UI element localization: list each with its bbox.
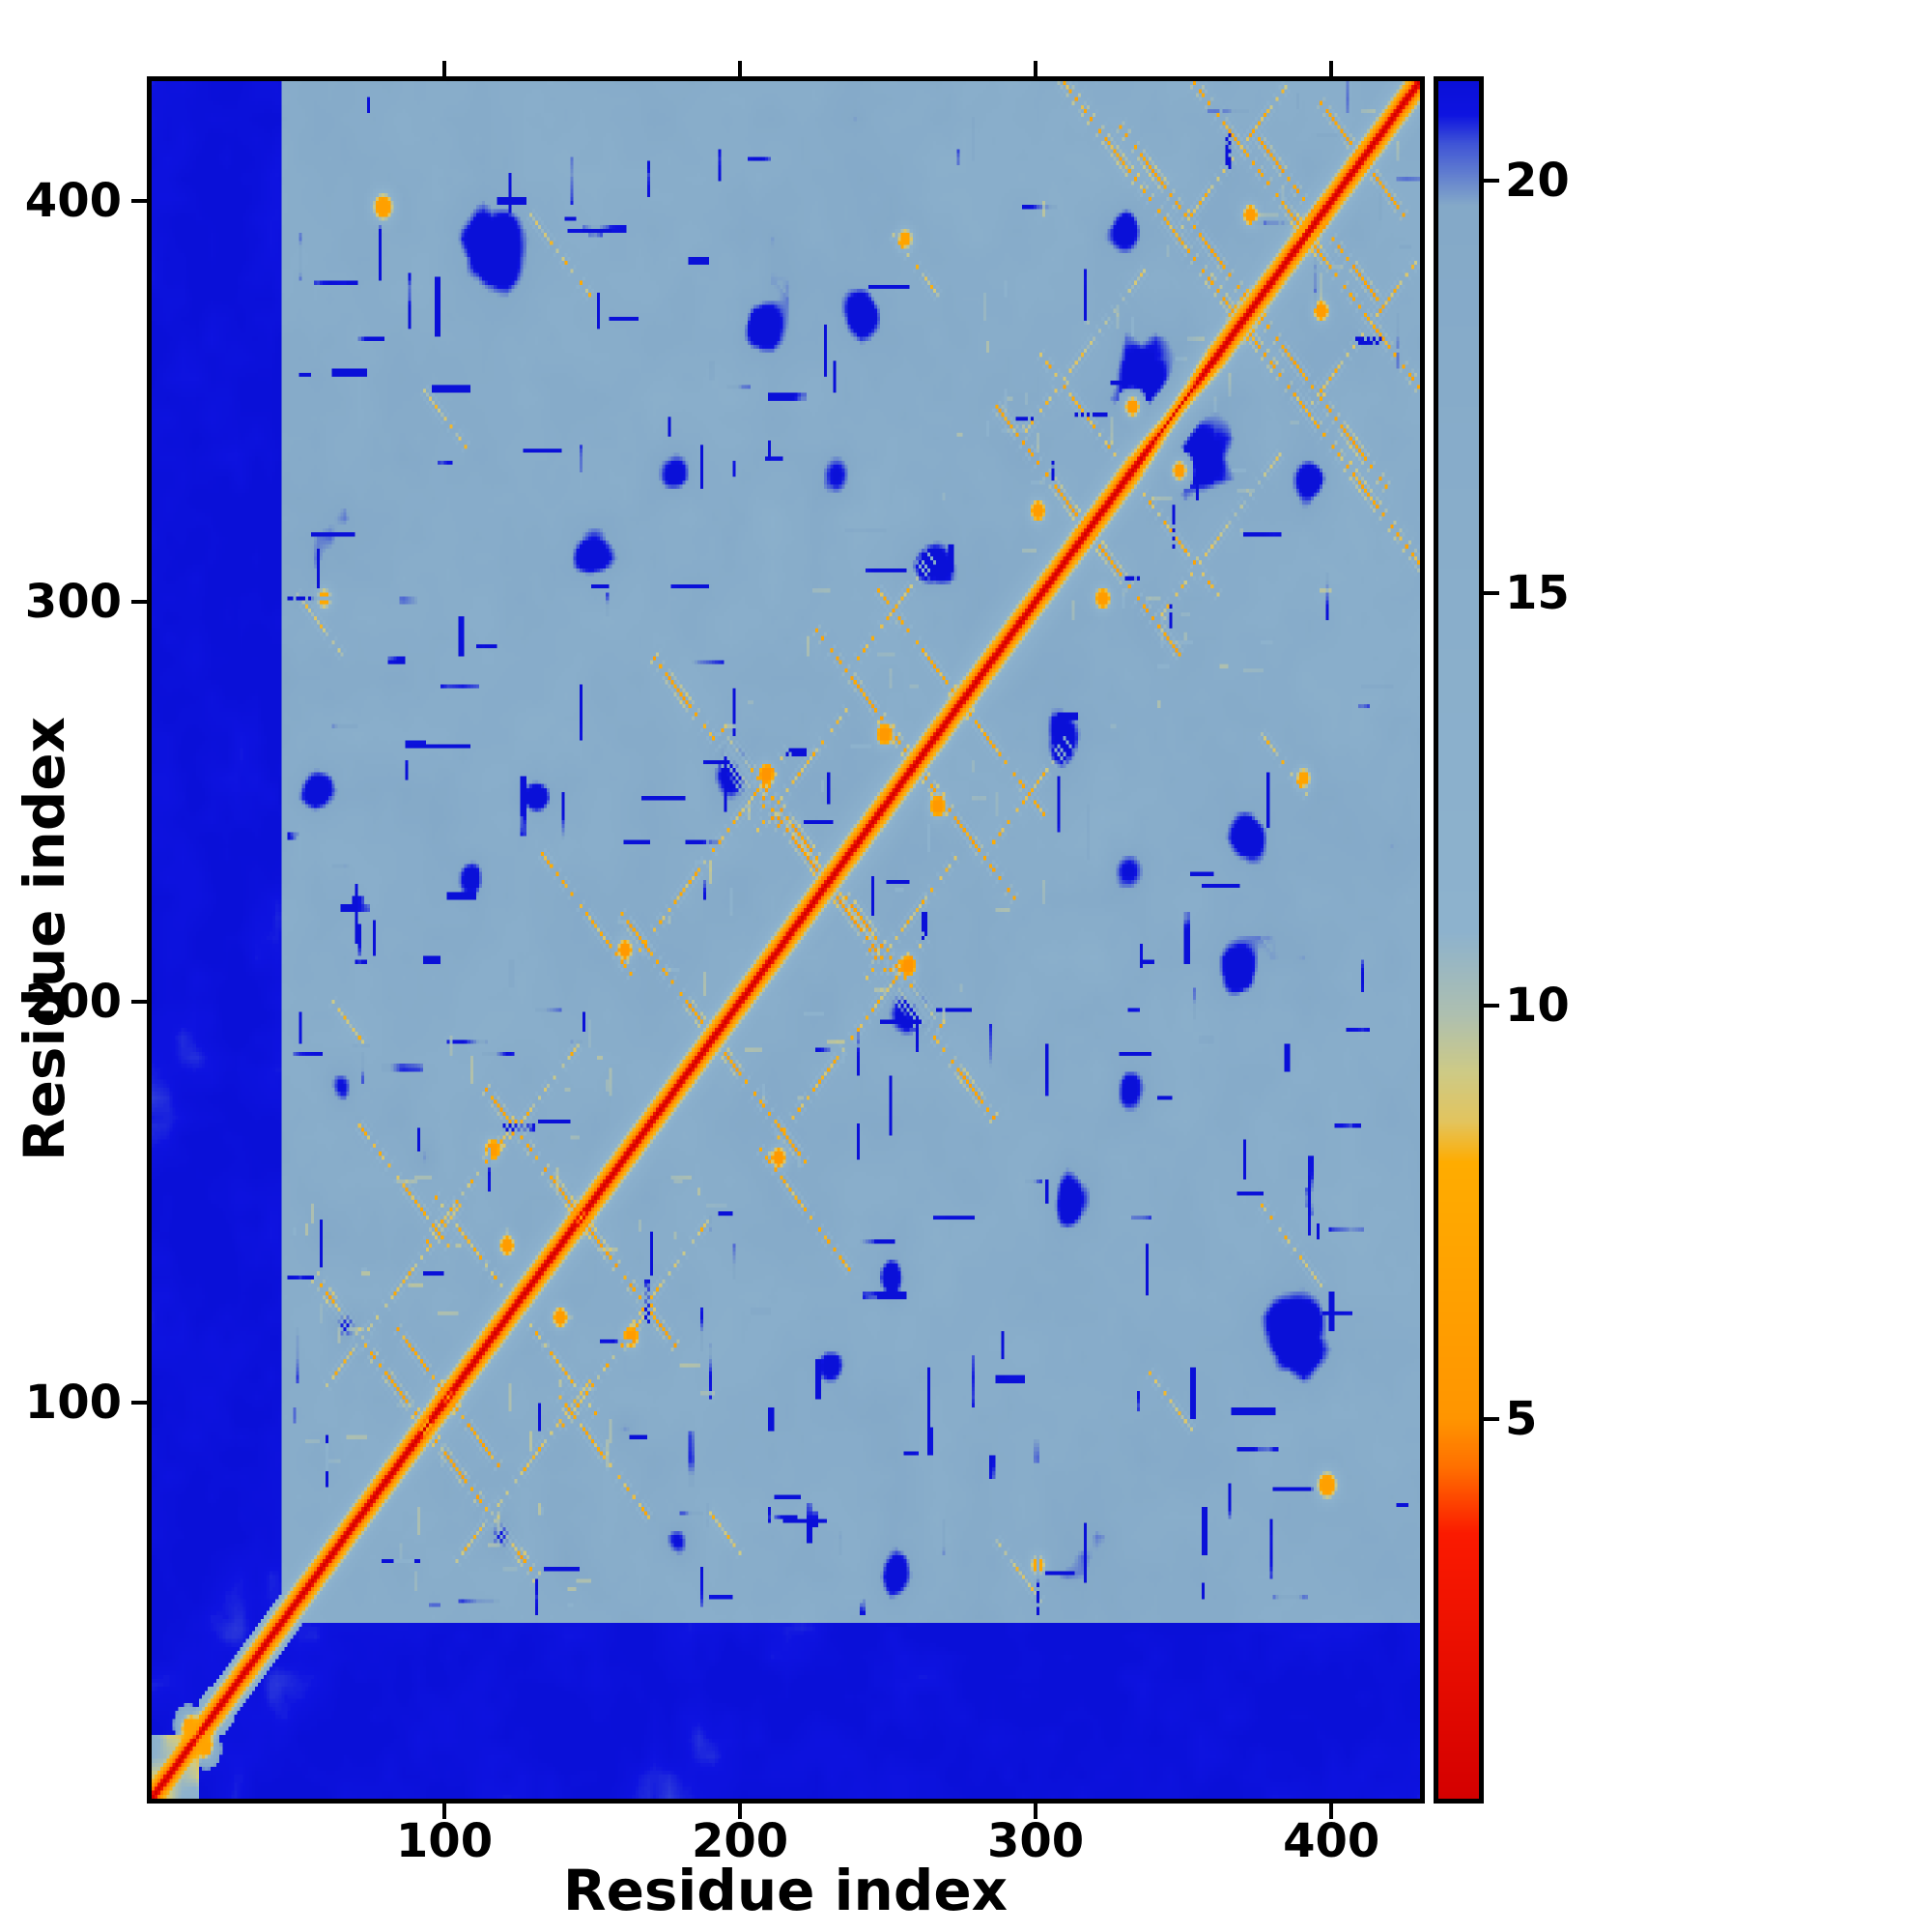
y-tick-label: 300 — [24, 574, 122, 629]
y-tick-mark — [131, 599, 147, 604]
y-tick-label: 200 — [24, 975, 122, 1030]
y-tick-label: 400 — [24, 174, 122, 229]
x-tick-mark-top — [1034, 61, 1038, 76]
x-tick-mark-top — [738, 61, 743, 76]
x-tick-mark-top — [442, 61, 446, 76]
x-tick-mark — [1329, 1804, 1334, 1819]
colorbar-tick-label: 10 — [1505, 979, 1570, 1034]
x-tick-mark — [738, 1804, 743, 1819]
colorbar-tick-mark — [1484, 1004, 1499, 1009]
colorbar-tick-label: 20 — [1505, 153, 1570, 208]
x-tick-label: 400 — [1283, 1814, 1380, 1868]
y-tick-mark — [131, 1400, 147, 1405]
x-tick-label: 200 — [691, 1814, 789, 1868]
y-tick-label: 100 — [24, 1375, 122, 1430]
y-tick-mark — [131, 1000, 147, 1005]
x-tick-label: 300 — [987, 1814, 1085, 1868]
colorbar-canvas — [1438, 81, 1479, 1799]
x-axis-label: Residue index — [562, 1858, 1009, 1923]
heatmap-canvas — [152, 81, 1420, 1799]
y-tick-mark — [131, 199, 147, 204]
heatmap-frame — [147, 76, 1425, 1804]
y-axis-label: Residue index — [12, 716, 77, 1162]
x-tick-mark — [442, 1804, 446, 1819]
colorbar-tick-label: 5 — [1505, 1391, 1538, 1446]
x-tick-mark-top — [1329, 61, 1334, 76]
colorbar-tick-mark — [1484, 178, 1499, 183]
colorbar-tick-label: 15 — [1505, 565, 1570, 620]
x-tick-label: 100 — [395, 1814, 494, 1868]
colorbar-tick-mark — [1484, 590, 1499, 595]
x-tick-mark — [1034, 1804, 1038, 1819]
colorbar-tick-mark — [1484, 1416, 1499, 1421]
colorbar-frame — [1434, 76, 1484, 1804]
